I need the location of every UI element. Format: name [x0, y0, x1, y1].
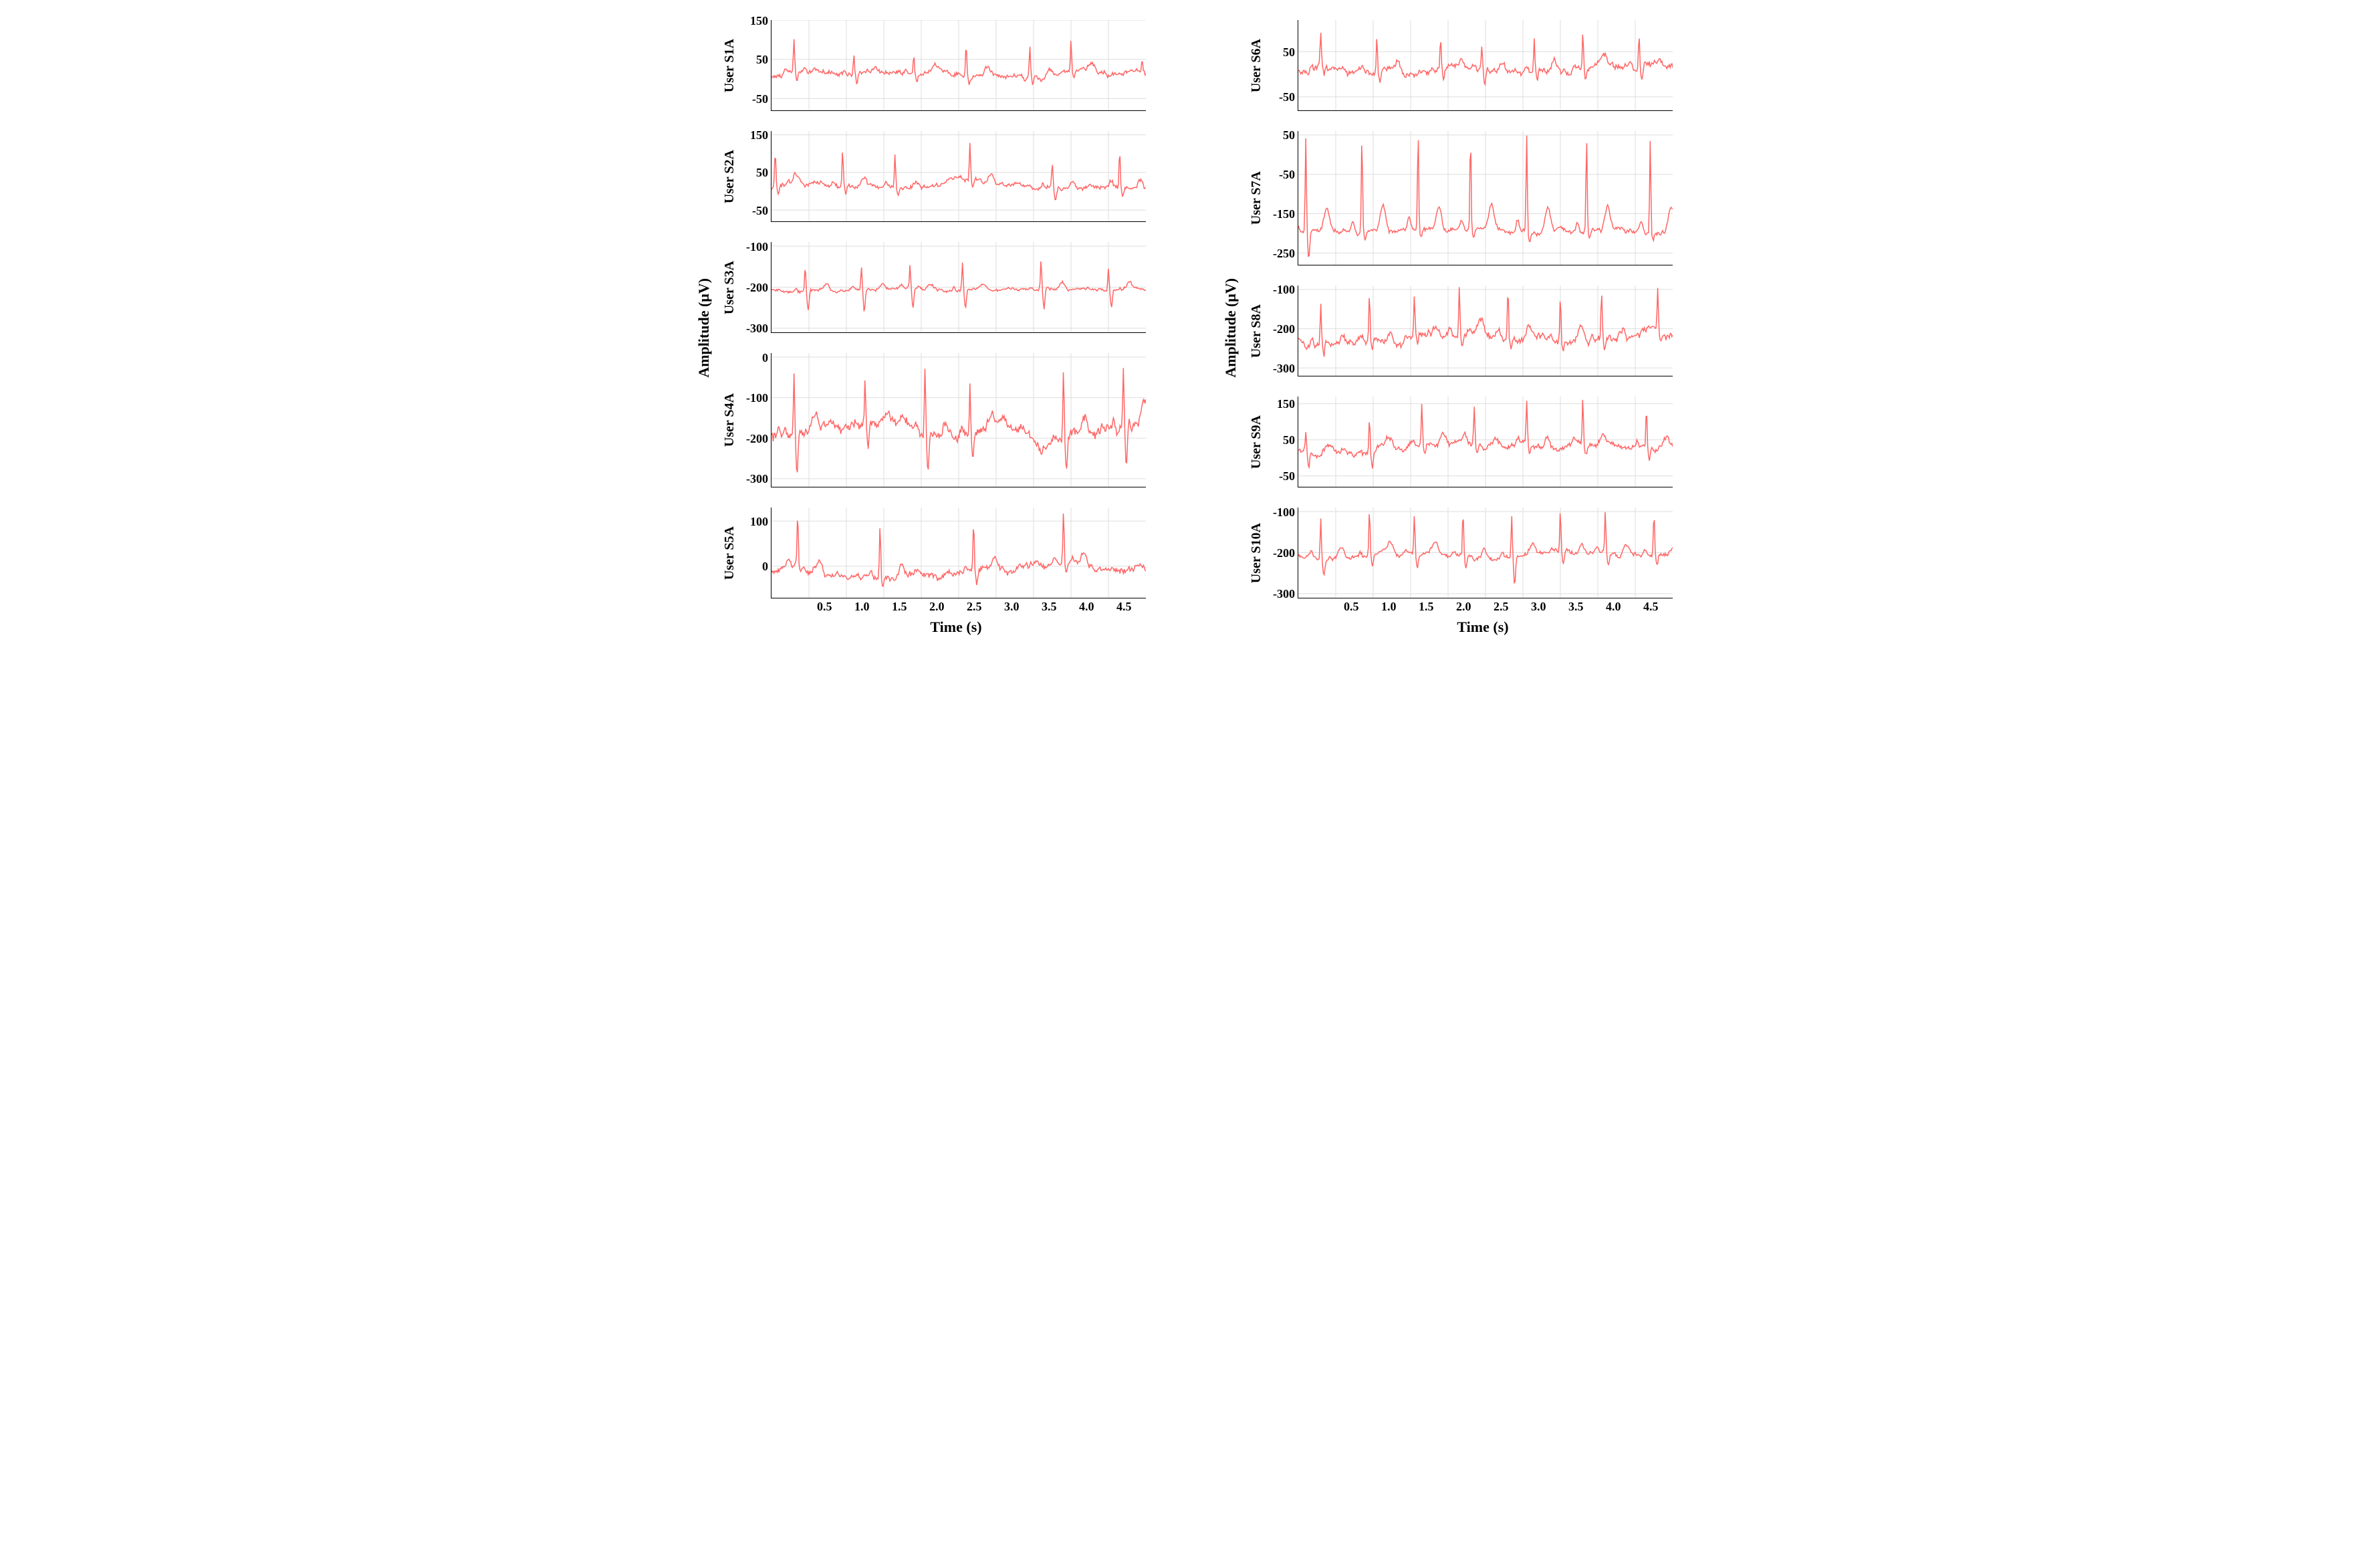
- xtick-label: 3.5: [1568, 600, 1584, 614]
- ytick-label: -100: [746, 240, 768, 254]
- ytick-label: 50: [1283, 128, 1295, 142]
- xticks: 0.5 1.0 1.5 2.0 2.5 3.0 3.5 4.0 4.5: [738, 600, 1163, 614]
- user-label: User S9A: [1245, 415, 1267, 469]
- xtick-label: 1.0: [1381, 600, 1397, 614]
- xticks: 0.5 1.0 1.5 2.0 2.5 3.0 3.5 4.0 4.5: [1265, 600, 1690, 614]
- xtick-label: 2.5: [967, 600, 982, 614]
- yticks: -5050150: [740, 21, 771, 111]
- ytick-label: -250: [1273, 247, 1295, 261]
- user-label: User S4A: [718, 393, 740, 447]
- ytick-label: -150: [1273, 207, 1295, 221]
- user-label: User S10A: [1245, 523, 1267, 583]
- yticks: -250-150-5050: [1267, 132, 1298, 265]
- ytick-label: 50: [756, 166, 768, 180]
- plot-area: [1298, 20, 1673, 111]
- ytick-label: 150: [1277, 397, 1295, 411]
- xtick-label: 2.5: [1494, 600, 1509, 614]
- xtick-label: 0.5: [817, 600, 832, 614]
- xtick-label: 3.5: [1042, 600, 1057, 614]
- xtick-label: 3.0: [1004, 600, 1020, 614]
- user-label: User S5A: [718, 526, 740, 580]
- panel-user-s7a: User S7A -250 -150 -50 50: [1245, 131, 1690, 265]
- plot-area: [771, 131, 1146, 222]
- ytick-label: 100: [750, 515, 768, 529]
- yticks: -50 50 150: [1267, 397, 1298, 487]
- ytick-label: -50: [752, 204, 768, 218]
- plot-area: [1298, 508, 1673, 598]
- panel-user-s9a: User S9A -50 50 150: [1245, 397, 1690, 487]
- ytick-label: 0: [762, 351, 768, 365]
- ytick-label: 150: [750, 128, 768, 142]
- plot-area: [1298, 397, 1673, 487]
- plot-area: [1298, 286, 1673, 376]
- plot-area: [771, 353, 1146, 487]
- yticks: 0 100: [740, 508, 771, 598]
- xtick-label: 4.0: [1079, 600, 1094, 614]
- xtick-label: 1.5: [892, 600, 907, 614]
- ytick-label: -200: [746, 432, 768, 446]
- figure-ecg-grid: Amplitude (μV) User S1A -50 50 150 User S2A -5…: [20, 20, 2360, 636]
- yticks: -50 50: [1267, 21, 1298, 111]
- panel-user-s2a: User S2A -50 50 150: [718, 131, 1163, 222]
- y-axis-title: Amplitude (μV): [1217, 278, 1239, 378]
- xtick-label: 2.0: [929, 600, 945, 614]
- xtick-label: 2.0: [1456, 600, 1471, 614]
- user-label: User S7A: [1245, 171, 1267, 225]
- ytick-label: -100: [1273, 506, 1295, 520]
- plot-area: [1298, 131, 1673, 265]
- ytick-label: -200: [746, 281, 768, 295]
- user-label: User S1A: [718, 39, 740, 92]
- user-label: User S6A: [1245, 39, 1267, 92]
- user-label: User S8A: [1245, 304, 1267, 358]
- ytick-label: 50: [756, 53, 768, 67]
- plot-area: [771, 242, 1146, 333]
- ytick-label: -100: [746, 391, 768, 405]
- panel-user-s10a: User S10A -300 -200 -100: [1245, 508, 1690, 598]
- x-axis-title: Time (s): [1296, 619, 1670, 636]
- yticks: -300 -200 -100: [1267, 508, 1298, 598]
- column-group-0: Amplitude (μV) User S1A -50 50 150 User S2A -5…: [690, 20, 1163, 636]
- xtick-label: 4.0: [1606, 600, 1621, 614]
- x-axis-title: Time (s): [769, 619, 1143, 636]
- ytick-label: -300: [1273, 362, 1295, 376]
- subplot-column: User S1A -50 50 150User S2A -50 50 150 User S3A…: [718, 20, 1163, 636]
- ytick-label: -200: [1273, 546, 1295, 560]
- ytick-label: -300: [1273, 587, 1295, 601]
- ytick-label: -300: [746, 322, 768, 336]
- panel-user-s4a: User S4A -300 -200 -100 0: [718, 353, 1163, 487]
- user-label: User S3A: [718, 261, 740, 314]
- ytick-label: -50: [1279, 168, 1295, 182]
- subplot-column: User S6A-5050User S7A-250-150-5050User S…: [1245, 20, 1690, 636]
- ytick-label: -50: [1279, 90, 1295, 104]
- xtick-label: 1.5: [1419, 600, 1434, 614]
- yticks: -300 -200 -100 0: [740, 354, 771, 487]
- yticks: -300 -200 -100: [1267, 286, 1298, 376]
- yticks: -5050150: [740, 132, 771, 222]
- yticks: -300 -200 -100: [740, 243, 771, 333]
- ytick-label: -50: [752, 92, 768, 106]
- xtick-label: 4.5: [1643, 600, 1659, 614]
- panel-user-s3a: User S3A -300 -200 -100: [718, 242, 1163, 333]
- ytick-label: -300: [746, 472, 768, 486]
- ytick-label: -50: [1279, 469, 1295, 483]
- xtick-label: 4.5: [1116, 600, 1132, 614]
- panel-user-s1a: User S1A-5050150: [718, 20, 1163, 111]
- user-label: User S2A: [718, 150, 740, 203]
- plot-area: [771, 20, 1146, 111]
- ytick-label: 50: [1283, 45, 1295, 60]
- panel-user-s6a: User S6A -50 50: [1245, 20, 1690, 111]
- ytick-label: -100: [1273, 283, 1295, 297]
- panel-user-s8a: User S8A -300 -200 -100: [1245, 286, 1690, 376]
- xtick-label: 0.5: [1344, 600, 1359, 614]
- ytick-label: 50: [1283, 433, 1295, 447]
- ytick-label: 0: [762, 560, 768, 574]
- plot-area: [771, 508, 1146, 598]
- ytick-label: -200: [1273, 322, 1295, 336]
- column-group-1: Amplitude (μV) User S6A -50 50 User S7A -250 -…: [1217, 20, 1690, 636]
- y-axis-title: Amplitude (μV): [690, 278, 713, 378]
- xtick-label: 3.0: [1531, 600, 1546, 614]
- panel-user-s5a: User S5A 0 100: [718, 508, 1163, 598]
- ytick-label: 150: [750, 14, 768, 28]
- xtick-label: 1.0: [854, 600, 870, 614]
